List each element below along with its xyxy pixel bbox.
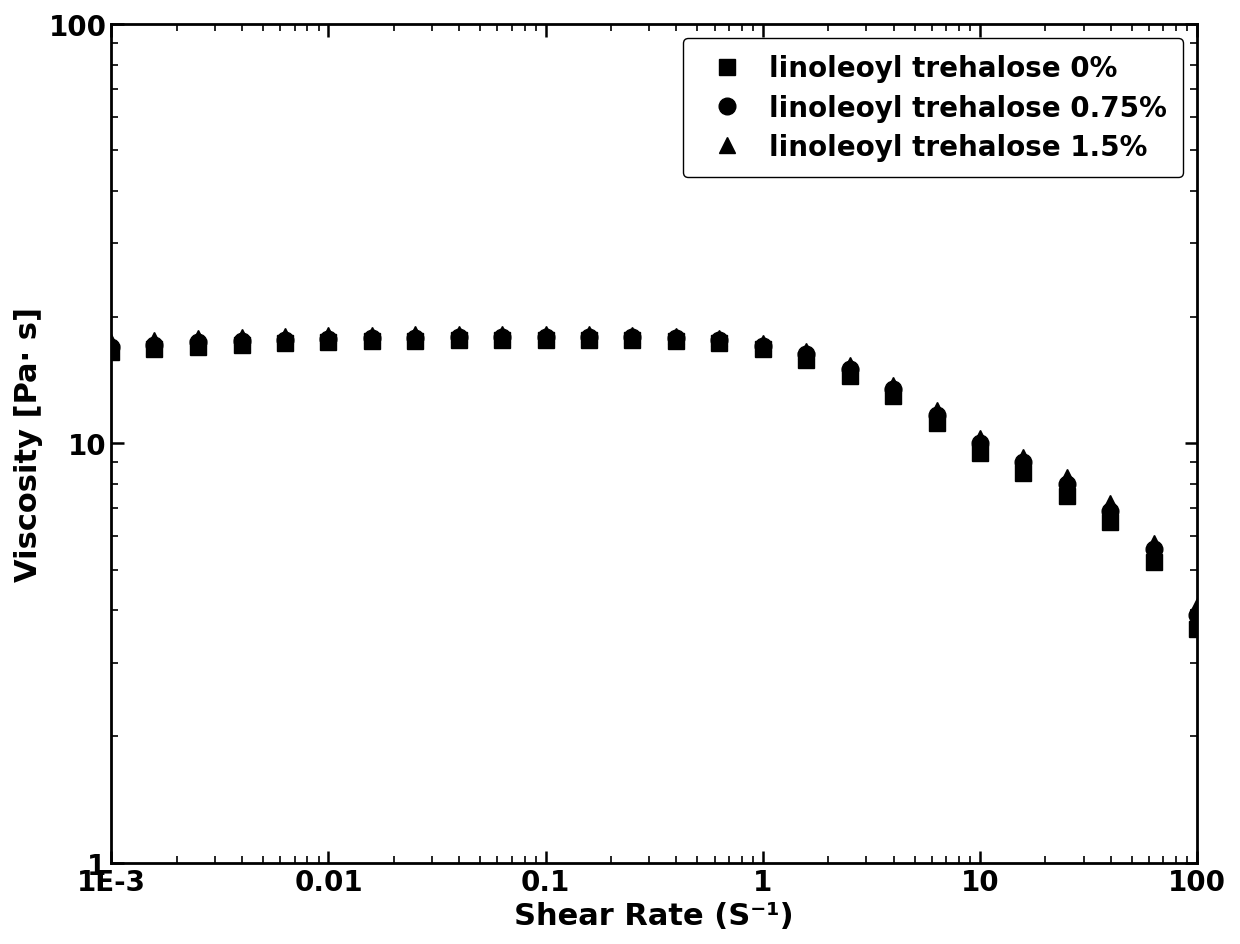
linoleoyl trehalose 0.75% [625,332,640,344]
linoleoyl trehalose 0.75% [1189,610,1204,621]
linoleoyl trehalose 0.75% [234,336,249,347]
linoleoyl trehalose 1.5% [495,329,510,341]
linoleoyl trehalose 0% [582,335,596,346]
linoleoyl trehalose 0.75% [1016,457,1030,468]
linoleoyl trehalose 1.5% [451,329,466,341]
linoleoyl trehalose 0.75% [929,410,944,421]
linoleoyl trehalose 0% [1146,557,1161,568]
linoleoyl trehalose 0% [278,339,293,350]
linoleoyl trehalose 0% [972,447,987,459]
linoleoyl trehalose 1.5% [191,333,206,345]
linoleoyl trehalose 1.5% [234,332,249,344]
linoleoyl trehalose 0.75% [885,383,900,395]
linoleoyl trehalose 1.5% [1146,537,1161,548]
linoleoyl trehalose 0.75% [191,337,206,348]
linoleoyl trehalose 1.5% [365,330,379,342]
linoleoyl trehalose 0% [929,417,944,429]
linoleoyl trehalose 0.75% [668,333,683,345]
linoleoyl trehalose 0.75% [1146,544,1161,555]
linoleoyl trehalose 1.5% [582,329,596,341]
linoleoyl trehalose 0% [799,355,813,366]
linoleoyl trehalose 0% [191,342,206,353]
linoleoyl trehalose 0.75% [495,332,510,344]
linoleoyl trehalose 0% [885,391,900,402]
linoleoyl trehalose 1.5% [1189,600,1204,612]
Line: linoleoyl trehalose 0%: linoleoyl trehalose 0% [103,332,1205,638]
linoleoyl trehalose 0% [234,340,249,351]
linoleoyl trehalose 0.75% [1059,479,1074,490]
linoleoyl trehalose 1.5% [321,330,336,342]
linoleoyl trehalose 1.5% [799,346,813,357]
linoleoyl trehalose 0% [755,344,770,355]
linoleoyl trehalose 0% [451,335,466,346]
X-axis label: Shear Rate (S⁻¹): Shear Rate (S⁻¹) [515,902,794,930]
linoleoyl trehalose 0.75% [278,335,293,346]
linoleoyl trehalose 1.5% [148,335,162,346]
linoleoyl trehalose 0% [1189,624,1204,635]
linoleoyl trehalose 1.5% [538,329,553,341]
linoleoyl trehalose 0.75% [148,340,162,351]
linoleoyl trehalose 1.5% [755,339,770,350]
linoleoyl trehalose 0.75% [842,364,857,376]
linoleoyl trehalose 0.75% [712,335,727,346]
linoleoyl trehalose 0% [842,371,857,382]
linoleoyl trehalose 0% [321,337,336,348]
linoleoyl trehalose 0% [538,335,553,346]
linoleoyl trehalose 1.5% [885,379,900,391]
linoleoyl trehalose 1.5% [842,360,857,371]
linoleoyl trehalose 0% [148,344,162,355]
linoleoyl trehalose 0% [495,335,510,346]
Legend: linoleoyl trehalose 0%, linoleoyl trehalose 0.75%, linoleoyl trehalose 1.5%: linoleoyl trehalose 0%, linoleoyl trehal… [682,39,1183,178]
linoleoyl trehalose 0% [1016,467,1030,479]
linoleoyl trehalose 0.75% [538,332,553,344]
linoleoyl trehalose 0% [1102,516,1117,528]
linoleoyl trehalose 0% [365,336,379,347]
linoleoyl trehalose 0.75% [582,332,596,344]
linoleoyl trehalose 1.5% [1102,497,1117,509]
linoleoyl trehalose 0% [104,347,119,359]
linoleoyl trehalose 1.5% [625,330,640,342]
Line: linoleoyl trehalose 1.5%: linoleoyl trehalose 1.5% [103,327,1205,615]
Line: linoleoyl trehalose 0.75%: linoleoyl trehalose 0.75% [103,329,1205,623]
linoleoyl trehalose 0.75% [451,332,466,344]
linoleoyl trehalose 0.75% [365,333,379,345]
linoleoyl trehalose 1.5% [104,337,119,348]
linoleoyl trehalose 1.5% [278,331,293,343]
linoleoyl trehalose 0.75% [1102,506,1117,517]
linoleoyl trehalose 1.5% [668,331,683,343]
linoleoyl trehalose 1.5% [408,329,423,341]
linoleoyl trehalose 1.5% [712,333,727,345]
linoleoyl trehalose 0.75% [321,334,336,346]
linoleoyl trehalose 1.5% [1016,451,1030,463]
linoleoyl trehalose 0% [712,339,727,350]
linoleoyl trehalose 1.5% [972,432,987,444]
linoleoyl trehalose 0% [625,335,640,346]
linoleoyl trehalose 0.75% [408,333,423,345]
linoleoyl trehalose 0% [408,336,423,347]
linoleoyl trehalose 1.5% [929,405,944,416]
linoleoyl trehalose 1.5% [1059,472,1074,483]
linoleoyl trehalose 0.75% [104,342,119,353]
linoleoyl trehalose 0.75% [755,341,770,352]
linoleoyl trehalose 0% [668,336,683,347]
linoleoyl trehalose 0.75% [972,438,987,449]
Y-axis label: Viscosity [Pa· s]: Viscosity [Pa· s] [14,307,43,582]
linoleoyl trehalose 0.75% [799,349,813,361]
linoleoyl trehalose 0% [1059,491,1074,502]
